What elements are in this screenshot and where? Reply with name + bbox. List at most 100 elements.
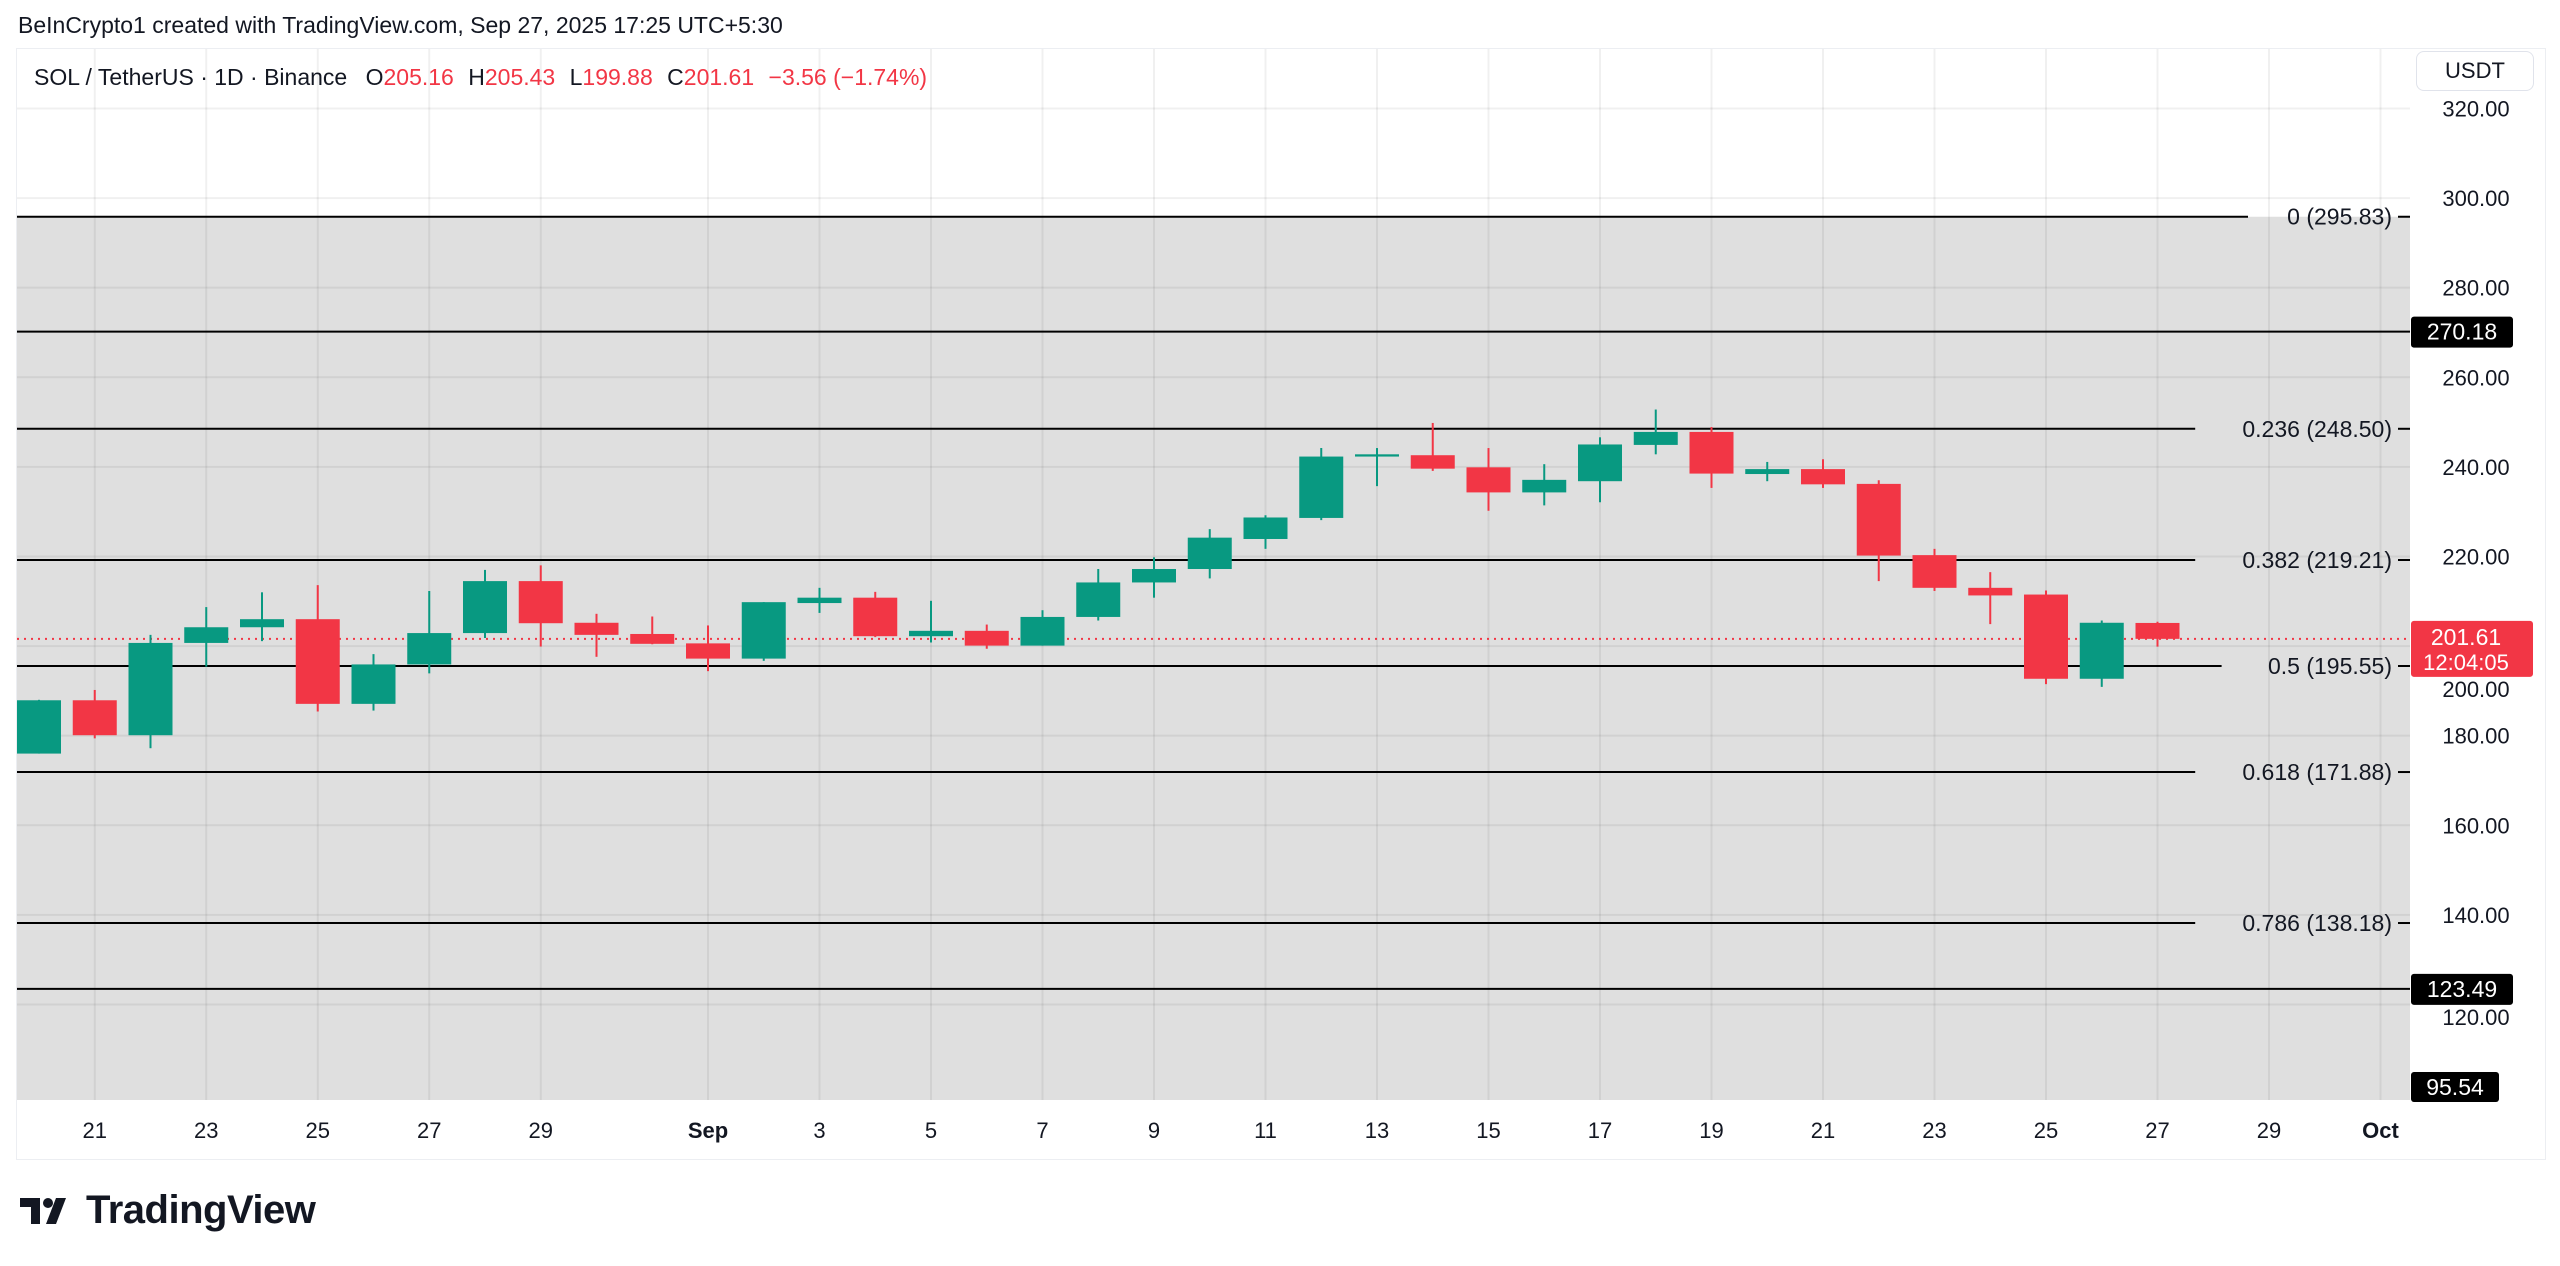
x-tick-label: 17: [1588, 1118, 1612, 1143]
y-tick-label: 280.00: [2442, 276, 2509, 301]
close-label: C: [667, 64, 684, 90]
candle-up: [1299, 456, 1344, 518]
candle-up: [1243, 517, 1288, 539]
candle-down: [1410, 455, 1455, 469]
candle-down: [1856, 483, 1901, 556]
candle-up: [240, 619, 284, 628]
high-label: H: [468, 64, 485, 90]
y-tick-label: 240.00: [2442, 455, 2509, 480]
x-tick-label: 13: [1365, 1118, 1389, 1143]
candle-down: [630, 633, 675, 644]
high-value: 205.43: [484, 64, 556, 90]
candle-down: [964, 630, 1009, 646]
candle-down: [574, 622, 619, 635]
fib-level-label: 0.786 (138.18): [2242, 910, 2392, 936]
fib-level-label: 0.5 (195.55): [2268, 653, 2392, 679]
y-tick-label: 200.00: [2442, 677, 2509, 702]
y-tick-label: 160.00: [2442, 813, 2509, 838]
current-price-label: 201.61: [2431, 624, 2501, 650]
candle-down: [295, 619, 340, 704]
close-value: 201.61: [683, 64, 755, 90]
candle-down: [1968, 587, 2013, 596]
x-tick-label: 23: [194, 1118, 218, 1143]
x-tick-label: 27: [2145, 1118, 2169, 1143]
candle-up: [128, 642, 173, 736]
bottom-price-label: 95.54: [2426, 1074, 2484, 1100]
x-tick-label: 29: [2257, 1118, 2281, 1143]
tradingview-logo[interactable]: TradingView: [20, 1188, 316, 1233]
candle-up: [741, 602, 786, 659]
y-tick-label: 320.00: [2442, 96, 2509, 121]
candle-down: [2024, 594, 2068, 679]
price-axis-label: 123.49: [2427, 976, 2497, 1002]
low-value: 199.88: [582, 64, 653, 90]
low-label: L: [569, 64, 583, 90]
x-tick-label: 5: [925, 1118, 937, 1143]
candle-down: [1912, 555, 1957, 588]
fib-level-label: 0.618 (171.88): [2242, 759, 2392, 785]
candle-up: [1578, 444, 1622, 482]
price-axis-label-box: [2411, 973, 2513, 1005]
change-value: −3.56 (−1.74%): [768, 64, 928, 90]
candle-up: [1187, 537, 1232, 570]
candle-up: [1132, 569, 1176, 583]
price-axis-label: 270.18: [2427, 319, 2497, 345]
candle-down: [1689, 431, 1734, 474]
x-tick-label: 11: [1254, 1118, 1277, 1143]
y-tick-label: 260.00: [2442, 365, 2509, 390]
x-tick-label: 25: [306, 1118, 330, 1143]
candle-up: [184, 627, 229, 643]
x-tick-label: 9: [1148, 1118, 1160, 1143]
open-label: O: [365, 64, 384, 90]
x-tick-label: 25: [2034, 1118, 2058, 1143]
current-price-label-box: [2411, 620, 2533, 677]
x-tick-label: 7: [1036, 1118, 1048, 1143]
open-value: 205.16: [383, 64, 454, 90]
candle-down: [72, 700, 117, 736]
x-tick-label: 23: [1922, 1118, 1946, 1143]
symbol-title[interactable]: SOL / TetherUS · 1D · Binance: [34, 64, 348, 90]
x-tick-label: 27: [417, 1118, 441, 1143]
candle-down: [1466, 467, 1511, 493]
candle-up: [351, 664, 396, 704]
candle-up: [407, 633, 452, 665]
y-tick-label: 140.00: [2442, 903, 2509, 928]
x-tick-label: 21: [1811, 1118, 1835, 1143]
x-tick-label: 19: [1699, 1118, 1723, 1143]
candle-up: [463, 581, 507, 634]
candle-up: [909, 630, 953, 637]
fib-level-label: 0.382 (219.21): [2242, 547, 2392, 573]
tradingview-logo-icon: [20, 1197, 66, 1224]
candle-down: [853, 597, 898, 637]
candle-down: [1801, 469, 1845, 485]
bottom-price-label-box: [2411, 1072, 2499, 1102]
candle-down: [518, 581, 563, 624]
candle-up: [1076, 582, 1121, 617]
fib-level-label: 0.236 (248.50): [2242, 416, 2392, 442]
candle-up: [1633, 431, 1678, 445]
y-tick-label: 180.00: [2442, 724, 2509, 749]
x-tick-label: 21: [83, 1118, 107, 1143]
bar-countdown-label: 12:04:05: [2423, 650, 2509, 675]
y-tick-label: 300.00: [2442, 186, 2509, 211]
candle-down: [2135, 622, 2180, 639]
tradingview-logo-text: TradingView: [86, 1188, 316, 1232]
y-tick-label: 120.00: [2442, 1005, 2509, 1030]
chart-frame: [16, 48, 2546, 1160]
candle-up: [1020, 616, 1065, 646]
x-tick-label: Oct: [2362, 1118, 2399, 1143]
x-tick-label: 29: [529, 1118, 553, 1143]
price-axis-label-box: [2411, 316, 2513, 348]
candle-up: [1745, 469, 1790, 475]
y-tick-label: 220.00: [2442, 544, 2509, 569]
currency-button[interactable]: USDT: [2416, 51, 2534, 91]
candle-up: [1522, 479, 1567, 493]
x-tick-label: Sep: [688, 1118, 728, 1143]
x-tick-label: 15: [1476, 1118, 1500, 1143]
candle-up: [797, 597, 842, 604]
chart-credit: BeInCrypto1 created with TradingView.com…: [18, 12, 783, 38]
fib-level-label: 0 (295.83): [2287, 204, 2392, 230]
candle-down: [686, 643, 730, 659]
candle-up: [2079, 622, 2124, 679]
